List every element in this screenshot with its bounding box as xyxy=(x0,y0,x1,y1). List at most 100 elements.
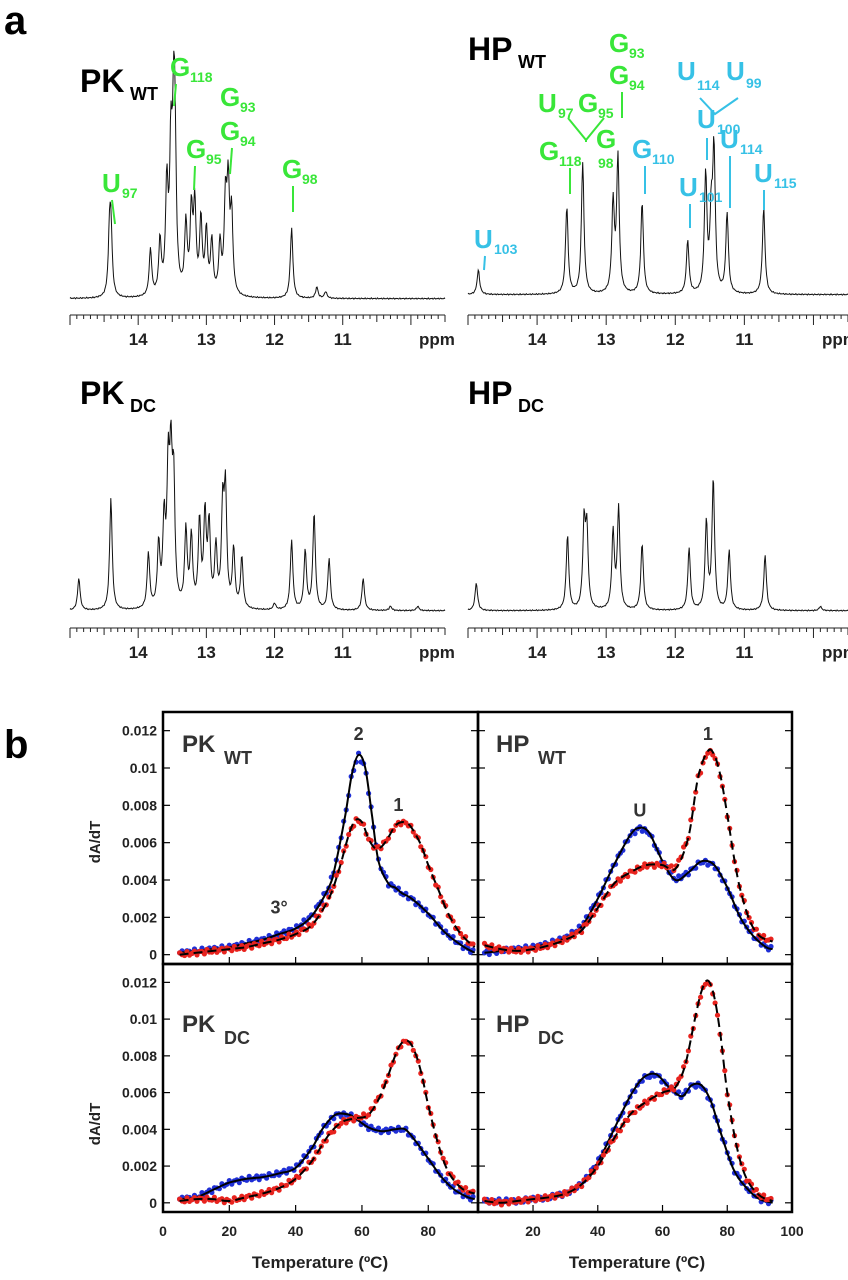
assignment-index: 110 xyxy=(652,151,675,167)
data-point-blue xyxy=(375,1125,382,1131)
assignment-leader xyxy=(699,97,739,116)
assignment-base: U xyxy=(720,124,739,154)
plot-title: HP xyxy=(496,1011,529,1038)
x-axis-unit: ppm xyxy=(419,330,455,349)
data-point-red xyxy=(739,892,745,898)
assignment-index: 100 xyxy=(717,121,741,137)
x-tick-label: 11 xyxy=(334,643,352,662)
fit-line-red xyxy=(484,748,773,952)
x-tick-label: 13 xyxy=(597,330,616,349)
x-axis-label: Temperature (ºC) xyxy=(569,1253,705,1272)
data-point-red xyxy=(296,1174,302,1180)
fit-line-blue xyxy=(484,826,773,954)
assignment-base: G xyxy=(170,52,190,82)
spectrum-subscript: WT xyxy=(518,52,546,72)
x-tick-label: 11 xyxy=(735,643,753,662)
assignment-base: U xyxy=(677,56,696,86)
assignment-index: 114 xyxy=(697,77,720,93)
data-point-red xyxy=(201,951,207,957)
x-tick-label: 20 xyxy=(222,1223,238,1239)
peak-annotation: U xyxy=(633,801,646,821)
spectrum-title: HP xyxy=(468,375,512,411)
spectrum-title: PK xyxy=(80,375,124,411)
y-tick-label: 0.002 xyxy=(122,909,157,925)
melt-plot-hp-dc: HP DC Temperature (ºC) 20 40 60 80 100 xyxy=(476,962,804,1272)
x-tick-label: 11 xyxy=(334,330,352,349)
peak-annotation: 1 xyxy=(703,724,713,744)
data-point-red xyxy=(201,1198,207,1204)
x-axis-unit: ppm xyxy=(822,643,848,662)
data-point-red xyxy=(698,994,704,1000)
assignment-index: 98 xyxy=(302,171,318,187)
y-tick-label: 0.012 xyxy=(122,723,157,739)
fit-line-blue xyxy=(179,1112,475,1201)
fit-line-red xyxy=(179,1039,476,1203)
data-point-red xyxy=(418,844,424,850)
peak-annotation: 2 xyxy=(354,724,364,744)
spectrum-trace xyxy=(69,50,446,300)
x-tick-label: 12 xyxy=(265,643,284,662)
spectrum-trace xyxy=(69,419,446,612)
assignment-leader xyxy=(483,255,486,271)
assignment-leader xyxy=(193,165,196,191)
assignment-index: 99 xyxy=(746,75,762,91)
assignment-index: 118 xyxy=(190,69,213,85)
assignment-base: G xyxy=(632,134,652,164)
assignment-base: U xyxy=(679,172,698,202)
assignment-index: 95 xyxy=(206,151,222,167)
x-tick-label: 100 xyxy=(780,1223,804,1239)
assignment-index: 98 xyxy=(598,155,614,171)
assignment-index: 93 xyxy=(240,99,256,115)
spectrum-trace xyxy=(467,136,848,296)
assignment-base: U xyxy=(697,104,716,134)
data-point-red xyxy=(768,936,774,942)
data-point-red xyxy=(438,894,444,900)
data-point-red xyxy=(506,1201,512,1207)
assignment-base: G xyxy=(186,134,206,164)
assignment-index: 115 xyxy=(774,175,797,191)
assignment-index: 97 xyxy=(558,105,574,121)
assignment-leader xyxy=(111,199,116,225)
plot-subscript: WT xyxy=(538,748,566,768)
data-point-red xyxy=(693,789,699,795)
data-point-red xyxy=(440,1155,446,1161)
assignment-base: U xyxy=(538,88,557,118)
x-tick-label: 60 xyxy=(354,1223,370,1239)
melt-plot-hp-wt: HP WT U 1 xyxy=(476,710,794,966)
data-point-red xyxy=(753,926,760,932)
plot-subscript: DC xyxy=(538,1028,564,1048)
panel-label-b: b xyxy=(4,723,28,767)
x-tick-label: 13 xyxy=(597,643,616,662)
x-tick-label: 14 xyxy=(528,643,547,662)
data-point-red xyxy=(470,941,476,947)
nmr-spectrum-pk-dc: PK DC 14 13 12 11 ppm xyxy=(69,375,455,662)
plot-subscript: WT xyxy=(224,748,252,768)
data-point-red xyxy=(617,1128,624,1134)
melt-plot-pk-dc: PK DC dA/dT Temperature (ºC) 0 0.002 0.004… xyxy=(87,962,480,1272)
assignment-base: G xyxy=(609,28,629,58)
x-tick-label: 40 xyxy=(590,1223,606,1239)
plot-title: HP xyxy=(496,731,529,758)
data-point-red xyxy=(338,1120,344,1126)
assignment-index: 118 xyxy=(559,153,582,169)
assignment-base: U xyxy=(726,56,745,86)
panel-label-a: a xyxy=(4,0,27,43)
data-point-red xyxy=(768,1195,774,1202)
data-point-red xyxy=(256,943,262,949)
melt-plot-pk-wt: PK WT dA/dT 0 0.002 0.004 0.006 0.008 0.01 0.0… xyxy=(87,710,480,966)
x-tick-label: 0 xyxy=(159,1223,167,1239)
data-point-red xyxy=(331,1129,337,1135)
data-point-red xyxy=(410,829,416,835)
hp-wt-assignments: U 103 G 118 U 97 G 95 G 98 G 93 G 94 G 1… xyxy=(474,28,797,271)
data-point-red xyxy=(651,864,658,870)
data-point-blue xyxy=(632,831,638,837)
data-point-red xyxy=(338,859,344,866)
y-tick-label: 0.002 xyxy=(122,1158,157,1174)
peak-annotation: 3° xyxy=(270,898,287,918)
data-point-red xyxy=(644,1100,650,1106)
fit-line-blue xyxy=(179,753,476,954)
spectrum-subscript: WT xyxy=(130,84,158,104)
data-point-red xyxy=(229,948,235,954)
data-point-red xyxy=(333,872,339,879)
plot-title: PK xyxy=(182,731,216,758)
